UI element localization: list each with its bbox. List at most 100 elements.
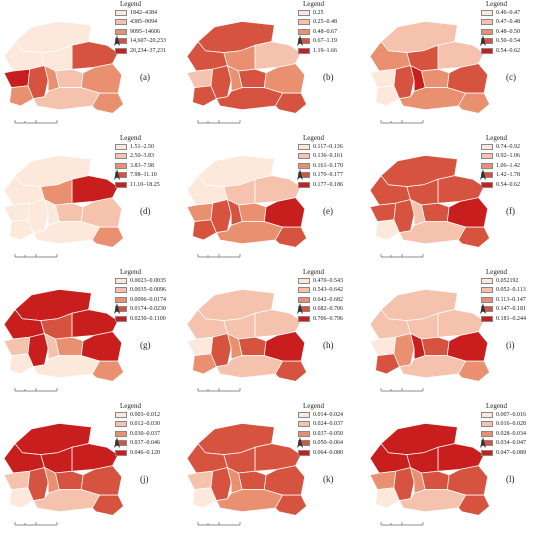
district-region (393, 467, 415, 502)
district-region (398, 489, 467, 513)
district-region (9, 487, 34, 509)
legend-swatch (298, 277, 310, 284)
district-region (375, 219, 400, 241)
map-panel: Legend 1842–4384 4385–9094 9095–14606 14,607… (0, 0, 183, 134)
legend-item: 0.052192 (481, 276, 549, 286)
legend-item: 0.543–0.642 (298, 286, 366, 296)
legend-range-label: 0.74–0.92 (496, 143, 520, 150)
district-region (192, 487, 217, 509)
legend-item: 0.48–0.50 (481, 27, 549, 37)
district-region (274, 360, 308, 382)
district-region (457, 226, 491, 248)
legend-item: 0.052–0.113 (481, 286, 549, 296)
panel-label: (g) (140, 340, 151, 350)
district-region (192, 85, 217, 107)
legend-range-label: 0.028–0.034 (496, 430, 526, 437)
legend-swatch (115, 411, 127, 418)
district-region (457, 494, 491, 516)
legend-range-label: 0.050–0.064 (313, 440, 343, 447)
district-region (375, 85, 400, 107)
district-region (421, 202, 450, 222)
legend-range-label: 0.0035–0.0096 (130, 287, 166, 294)
map-legend: Legend 0.007–0.016 0.016–0.028 0.028–0.034 0… (481, 402, 549, 458)
district-region (238, 470, 267, 490)
district-map (369, 422, 491, 516)
legend-swatch (298, 296, 310, 303)
district-map (186, 20, 308, 114)
legend-range-label: 0.181–0.244 (496, 315, 526, 322)
district-region (398, 221, 467, 245)
panel-label: (a) (140, 72, 150, 82)
legend-item: 0.0096–0.0174 (115, 295, 183, 305)
legend-range-label: 0.25 (313, 9, 324, 16)
legend-item: 0.113–0.147 (481, 295, 549, 305)
legend-range-label: 20,234–37,231 (130, 47, 166, 54)
legend-range-label: 0.024–0.037 (313, 421, 343, 428)
district-region (254, 175, 302, 204)
map-legend: Legend 0.052192 0.052–0.113 0.113–0.147 0.14… (481, 268, 549, 324)
map-panel: Legend 0.46–0.47 0.47–0.48 0.48–0.50 0.50–0.… (366, 0, 549, 134)
legend-title: Legend (303, 134, 324, 142)
district-region (210, 199, 232, 234)
district-region (27, 333, 49, 368)
legend-swatch (298, 421, 310, 428)
legend-range-label: 0.064–0.080 (313, 449, 343, 456)
legend-item: 0.54–0.62 (481, 46, 549, 56)
legend-range-label: 0.003–0.012 (130, 411, 160, 418)
district-region (32, 355, 101, 379)
district-region (91, 92, 125, 114)
legend-item: 0.050–0.064 (298, 439, 366, 449)
map-panel: Legend 0.25 0.25–0.48 0.48–0.67 0.67–1.19 1.1… (183, 0, 366, 134)
legend-range-label: 0.54–0.62 (496, 181, 520, 188)
district-map (186, 288, 308, 382)
legend-range-label: 0.92–1.06 (496, 153, 520, 160)
district-region (71, 443, 119, 472)
legend-range-label: 0.67–1.19 (313, 38, 337, 45)
legend-range-label: 11.10–18.25 (130, 181, 160, 188)
district-region (9, 219, 34, 241)
legend-range-label: 1.06–1.42 (496, 162, 520, 169)
legend-swatch (115, 47, 127, 54)
legend-range-label: 4385–9094 (130, 19, 157, 26)
north-arrow-icon (114, 35, 120, 46)
district-map (3, 288, 125, 382)
district-region (210, 333, 232, 368)
legend-item: 0.92–1.06 (481, 152, 549, 162)
legend-swatch (115, 296, 127, 303)
legend-swatch (298, 287, 310, 294)
scale-bar-icon (197, 254, 241, 258)
north-arrow-icon (297, 437, 303, 448)
district-region (32, 221, 101, 245)
legend-item: 0.024–0.037 (298, 420, 366, 430)
legend-range-label: 0.46–0.47 (496, 9, 520, 16)
legend-title: Legend (120, 134, 141, 142)
legend-item: 0.67–1.19 (298, 37, 366, 47)
district-region (254, 443, 302, 472)
legend-item: 1842–4384 (115, 8, 183, 18)
district-region (421, 336, 450, 356)
legend-swatch (298, 315, 310, 322)
north-arrow-icon (297, 169, 303, 180)
legend-swatch (115, 315, 127, 322)
legend-swatch (115, 181, 127, 188)
legend-swatch (298, 153, 310, 160)
legend-range-label: 0.014–0.024 (313, 411, 343, 418)
district-region (210, 467, 232, 502)
district-region (9, 353, 34, 375)
legend-swatch (115, 28, 127, 35)
district-region (71, 41, 119, 70)
map-panel: Legend 0.007–0.016 0.016–0.028 0.028–0.034 0… (366, 402, 549, 536)
district-map (3, 422, 125, 516)
legend-range-label: 0.50–0.54 (496, 38, 520, 45)
map-panel: Legend 0.003–0.012 0.012–0.030 0.030–0.037 0… (0, 402, 183, 536)
legend-item: 0.0230–0.1100 (115, 314, 183, 324)
legend-swatch (298, 47, 310, 54)
legend-swatch (115, 449, 127, 456)
legend-item: 0.642–0.682 (298, 295, 366, 305)
district-region (398, 87, 467, 111)
district-region (369, 202, 397, 222)
legend-swatch (481, 296, 493, 303)
scale-bar-icon (197, 522, 241, 526)
legend-item: 14,607–20,233 (115, 37, 183, 47)
legend-item: 0.037–0.046 (115, 439, 183, 449)
